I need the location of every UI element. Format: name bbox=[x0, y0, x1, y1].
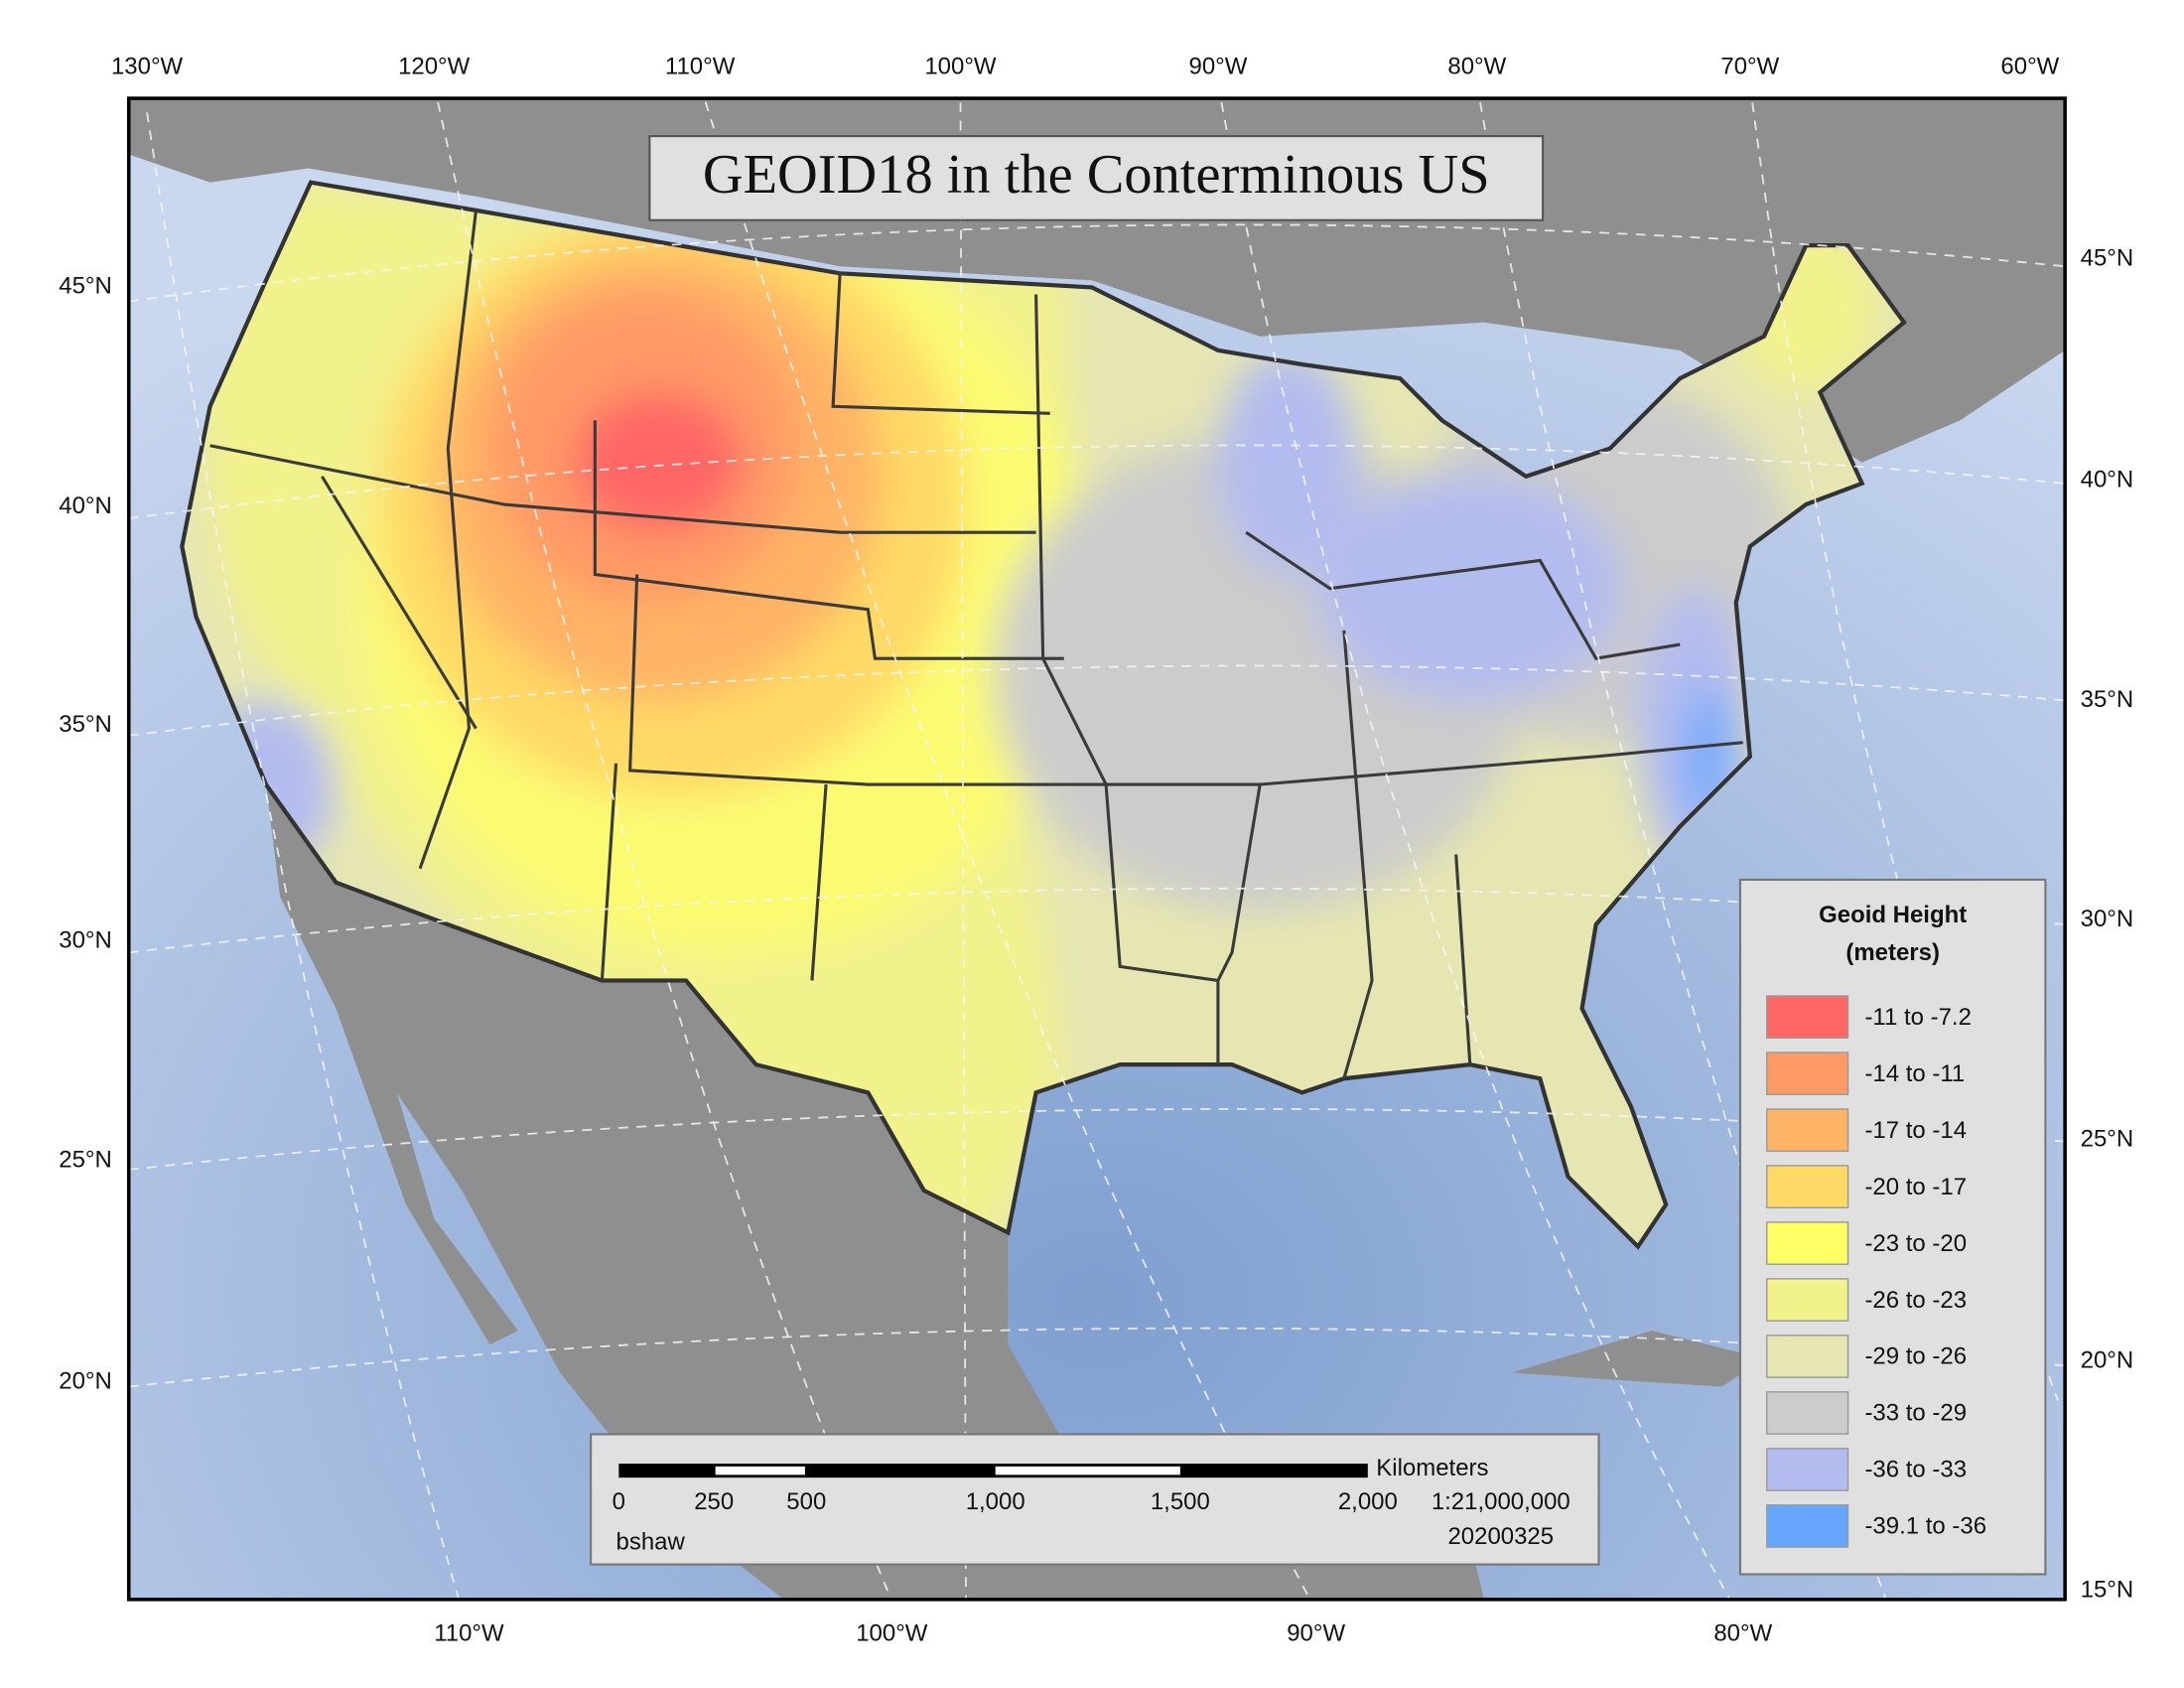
mexico-land bbox=[265, 784, 1484, 1600]
map-title: GEOID18 in the Conterminous US bbox=[703, 144, 1490, 206]
legend-swatch bbox=[1766, 995, 1849, 1040]
legend-label: -17 to -14 bbox=[1864, 1117, 1967, 1144]
latitude-label: 15°N bbox=[2081, 1577, 2134, 1604]
canada-land bbox=[128, 98, 2066, 463]
longitude-label: 120°W bbox=[398, 53, 471, 79]
legend-swatch bbox=[1766, 1504, 1849, 1548]
longitude-label: 80°W bbox=[1447, 53, 1506, 79]
legend-swatch bbox=[1766, 1391, 1849, 1435]
longitude-label: 90°W bbox=[1287, 1619, 1345, 1646]
coordinate-labels: 130°W 120°W 110°W 100°W 90°W 80°W 70°W 60°W 110°… bbox=[59, 53, 2133, 1646]
scale-label: 500 bbox=[786, 1488, 826, 1515]
latitude-label: 20°N bbox=[2081, 1346, 2134, 1373]
latitude-label: 45°N bbox=[2081, 245, 2134, 272]
legend-swatch bbox=[1766, 1052, 1849, 1096]
legend-swatch bbox=[1766, 1448, 1849, 1491]
scale-box bbox=[590, 1433, 1600, 1566]
latitude-label: 25°N bbox=[59, 1147, 112, 1174]
longitude-label: 100°W bbox=[856, 1619, 928, 1646]
longitude-label: 100°W bbox=[924, 53, 997, 79]
latitude-label: 20°N bbox=[59, 1368, 112, 1395]
legend-swatch bbox=[1766, 1335, 1849, 1378]
longitude-label: 130°W bbox=[111, 53, 184, 79]
latitude-label: 25°N bbox=[2081, 1126, 2134, 1153]
scale-label: 2,000 bbox=[1338, 1488, 1398, 1515]
legend: Geoid Height (meters) -11 to -7.2 -14 to -1… bbox=[1766, 902, 1986, 1548]
longitude-label: 110°W bbox=[665, 53, 736, 79]
legend-label: -33 to -29 bbox=[1864, 1400, 1967, 1427]
legend-label: -11 to -7.2 bbox=[1864, 1004, 1971, 1031]
legend-title: Geoid Height bbox=[1819, 902, 1967, 928]
latitude-label: 45°N bbox=[59, 273, 112, 300]
cuba-land bbox=[1512, 1331, 1764, 1387]
legend-swatch bbox=[1766, 1165, 1849, 1208]
legend-label: -20 to -17 bbox=[1864, 1174, 1967, 1200]
longitude-label: 80°W bbox=[1713, 1619, 1772, 1646]
geoid-zone bbox=[1217, 350, 1358, 575]
scale-bar bbox=[618, 1464, 1368, 1478]
geoid-zone bbox=[574, 392, 743, 533]
scale-ratio: 1:21,000,000 bbox=[1432, 1488, 1570, 1515]
state-borders bbox=[209, 210, 1743, 1079]
legend-label: -39.1 to -36 bbox=[1864, 1513, 1986, 1540]
legend-swatch bbox=[1766, 1108, 1849, 1152]
latitude-label: 35°N bbox=[59, 711, 112, 738]
legend-label: -36 to -33 bbox=[1864, 1457, 1967, 1483]
longitude-label: 90°W bbox=[1188, 53, 1247, 79]
legend-label: -26 to -23 bbox=[1864, 1287, 1967, 1314]
longitude-label: 60°W bbox=[2000, 53, 2059, 79]
latitude-label: 30°N bbox=[2081, 906, 2134, 932]
geoid-zone bbox=[1315, 476, 1624, 701]
map-frame bbox=[126, 96, 2067, 1602]
scale-label: 1,500 bbox=[1151, 1488, 1210, 1515]
credit-date: 20200325 bbox=[1447, 1523, 1554, 1550]
legend-label: -23 to -20 bbox=[1864, 1230, 1967, 1257]
credit-author: bshaw bbox=[616, 1529, 686, 1556]
legend-title: (meters) bbox=[1845, 939, 1940, 966]
longitude-label: 110°W bbox=[434, 1619, 504, 1646]
scale-label: 1,000 bbox=[966, 1488, 1025, 1515]
legend-label: -29 to -26 bbox=[1864, 1343, 1967, 1370]
map-body bbox=[128, 98, 2066, 1600]
scale-unit: Kilometers bbox=[1376, 1455, 1488, 1481]
scale-bar-segment bbox=[715, 1466, 805, 1476]
scale-label: 0 bbox=[613, 1488, 625, 1515]
scale-bar-segment bbox=[618, 1464, 1368, 1478]
latitude-label: 40°N bbox=[2081, 466, 2134, 492]
latitude-label: 30°N bbox=[59, 926, 112, 953]
latitude-label: 40°N bbox=[59, 492, 112, 519]
latitude-label: 35°N bbox=[2081, 686, 2134, 713]
legend-label: -14 to -11 bbox=[1864, 1060, 1965, 1087]
scale-label: 250 bbox=[694, 1488, 734, 1515]
legend-swatch bbox=[1766, 1278, 1849, 1322]
title-box bbox=[648, 135, 1545, 221]
legend-swatch bbox=[1766, 1221, 1849, 1265]
longitude-label: 70°W bbox=[1720, 53, 1779, 79]
scale-bar-segment bbox=[995, 1466, 1180, 1476]
